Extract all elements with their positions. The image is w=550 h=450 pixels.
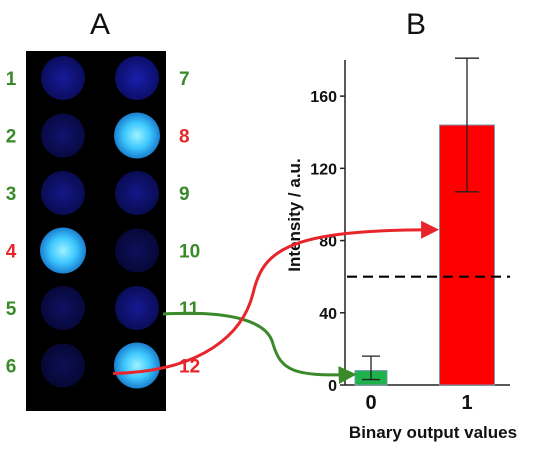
x-tick-label-0: 0 [365, 392, 376, 414]
well-9 [115, 171, 159, 215]
well-number-4: 4 [6, 242, 17, 263]
well-11 [115, 286, 159, 330]
well-number-9: 9 [179, 184, 190, 205]
y-tick-label: 0 [328, 378, 337, 395]
y-axis-label: Intensity / a.u. [285, 158, 304, 271]
well-number-7: 7 [179, 69, 190, 90]
x-axis-label: Binary output values [349, 423, 517, 442]
well-3 [41, 171, 85, 215]
panel-label-a: A [90, 8, 110, 41]
well-number-10: 10 [179, 242, 200, 263]
well-number-3: 3 [6, 184, 17, 205]
well-6 [41, 343, 85, 388]
well-12 [114, 342, 160, 389]
well-5 [41, 286, 85, 330]
y-tick-label: 40 [319, 306, 337, 323]
well-number-8: 8 [179, 127, 190, 148]
well-number-2: 2 [6, 127, 17, 148]
well-number-1: 1 [6, 69, 17, 90]
well-number-6: 6 [6, 357, 17, 378]
y-tick-label: 160 [310, 89, 337, 106]
y-tick-label: 120 [310, 161, 337, 178]
arrow-well-11-to-bar-0 [162, 311, 357, 385]
panel-label-b: B [406, 8, 426, 41]
well-number-11: 11 [179, 299, 200, 320]
well-7 [115, 56, 159, 100]
well-number-5: 5 [6, 299, 17, 320]
well-4 [40, 227, 86, 274]
well-1 [41, 56, 85, 100]
bars-group [354, 57, 495, 386]
arrows-group [112, 220, 440, 385]
well-2 [41, 113, 85, 158]
well-8 [114, 112, 160, 159]
well-10 [115, 228, 159, 273]
x-tick-label-1: 1 [461, 392, 472, 414]
arrow-well-12-to-bar-1 [112, 220, 440, 375]
wells-group [40, 56, 160, 389]
